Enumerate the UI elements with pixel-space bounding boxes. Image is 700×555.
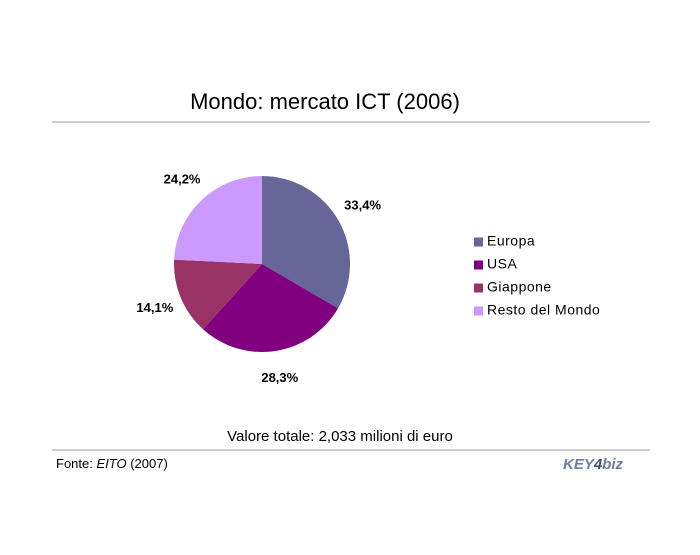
chart-title: Mondo: mercato ICT (2006) xyxy=(190,89,460,114)
legend-swatch xyxy=(474,306,483,316)
logo: KEY4biz xyxy=(563,456,624,473)
logo-biz: biz xyxy=(602,456,623,473)
total-note: Valore totale: 2,033 milioni di euro xyxy=(227,428,453,445)
pie: 33,4% 28,3% 14,1% 24,2% xyxy=(136,171,381,385)
legend-label: Resto del Mondo xyxy=(487,302,600,318)
source-suffix: (2007) xyxy=(127,456,168,471)
source: Fonte: EITO (2007) xyxy=(56,456,168,471)
legend-label: Europa xyxy=(487,233,535,249)
pie-slice xyxy=(262,176,351,309)
data-label: 24,2% xyxy=(164,171,201,186)
source-name: EITO xyxy=(96,456,126,471)
logo-key: KEY xyxy=(563,456,596,473)
legend: Europa USA Giappone Resto del Mondo xyxy=(474,233,600,318)
legend-label: Giappone xyxy=(487,279,552,295)
legend-swatch xyxy=(474,283,483,293)
legend-swatch xyxy=(474,237,483,247)
data-label: 28,3% xyxy=(261,370,298,385)
logo-4: 4 xyxy=(593,456,603,473)
pie-slice xyxy=(202,264,339,352)
pie-slice xyxy=(174,176,262,264)
data-label: 33,4% xyxy=(344,198,381,213)
legend-label: USA xyxy=(487,256,517,272)
legend-swatch xyxy=(474,260,483,270)
data-label: 14,1% xyxy=(136,300,173,315)
source-prefix: Fonte: xyxy=(56,456,96,471)
pie-slice xyxy=(173,259,262,330)
